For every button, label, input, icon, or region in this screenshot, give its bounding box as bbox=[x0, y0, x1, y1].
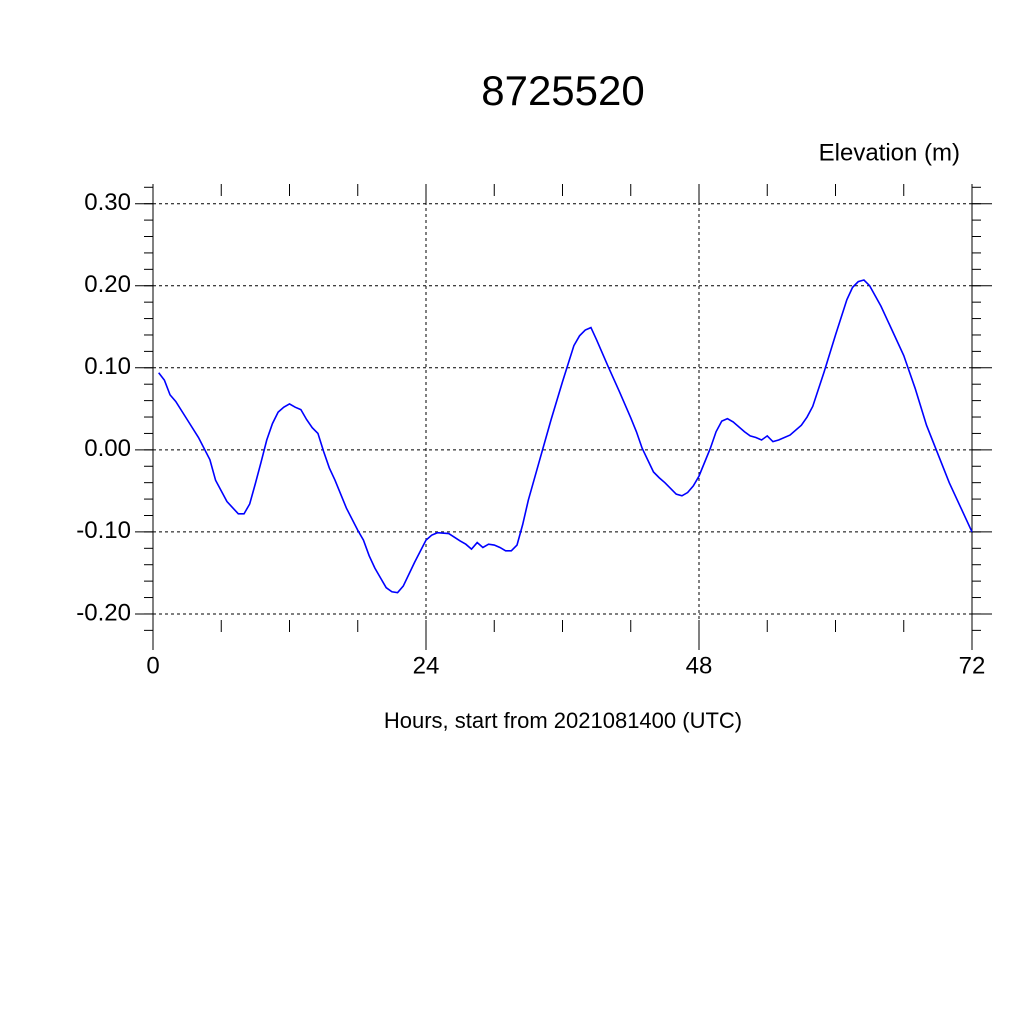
y-tick-label: -0.20 bbox=[76, 599, 131, 626]
y-axis-label: Elevation (m) bbox=[819, 139, 960, 166]
chart-title: 8725520 bbox=[481, 67, 645, 114]
x-axis-label: Hours, start from 2021081400 (UTC) bbox=[384, 708, 742, 733]
y-tick-label: 0.00 bbox=[84, 435, 131, 462]
x-tick-label: 0 bbox=[146, 652, 159, 679]
x-tick-label: 48 bbox=[686, 652, 713, 679]
x-tick-label: 72 bbox=[959, 652, 986, 679]
data-line bbox=[158, 279, 973, 594]
y-tick-label: 0.30 bbox=[84, 189, 131, 216]
y-tick-label: 0.10 bbox=[84, 353, 131, 380]
y-tick-label: -0.10 bbox=[76, 517, 131, 544]
x-tick-label: 24 bbox=[413, 652, 440, 679]
y-tick-label: 0.20 bbox=[84, 271, 131, 298]
